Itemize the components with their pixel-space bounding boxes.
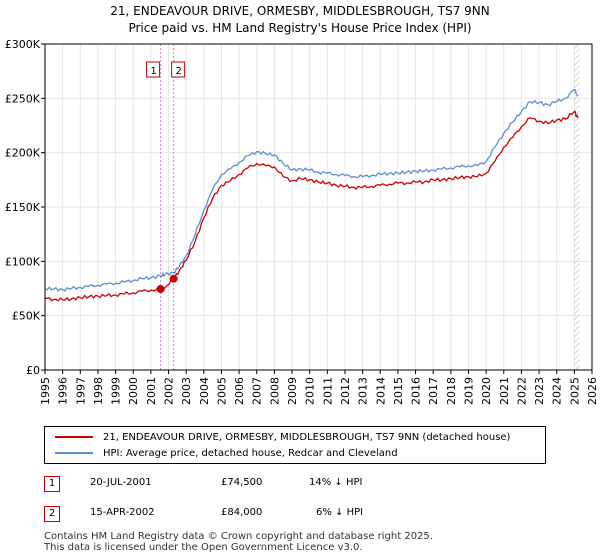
- sale-point: [169, 274, 178, 283]
- x-tick-label: 2025: [568, 377, 581, 405]
- x-tick-label: 1997: [74, 377, 87, 405]
- x-tick-label: 2006: [233, 377, 246, 405]
- x-tick-label: 2000: [127, 377, 140, 405]
- x-tick-label: 2010: [304, 377, 317, 405]
- x-tick-label: 2017: [427, 377, 440, 405]
- footer-line-copyright: Contains HM Land Registry data © Crown c…: [44, 531, 433, 542]
- chart-title-subtitle: Price paid vs. HM Land Registry's House …: [128, 21, 472, 35]
- transaction-hpi-diff: 6% ↓ HPI: [316, 507, 364, 518]
- x-tick-label: 2012: [339, 377, 352, 405]
- legend-swatch-hpi: [55, 452, 93, 454]
- x-tick-label: 2013: [357, 377, 370, 405]
- transaction-row: 1 20-JUL-2001 £74,500 14% ↓ HPI: [44, 476, 544, 494]
- chart-series: [44, 88, 579, 302]
- sale-label: 1: [146, 61, 161, 78]
- x-tick-label: 2019: [462, 377, 475, 405]
- sale-label-box: [171, 61, 186, 78]
- x-tick-label: 2005: [215, 377, 228, 405]
- x-tick-label: 2001: [145, 377, 158, 405]
- transaction-row: 2 15-APR-2002 £84,000 6% ↓ HPI: [44, 506, 544, 524]
- x-tick-label: 2009: [286, 377, 299, 405]
- x-tick-label: 2026: [586, 377, 599, 405]
- x-tick-label: 1995: [39, 377, 52, 405]
- x-tick-label: 2022: [515, 377, 528, 405]
- chart-legend: 21, ENDEAVOUR DRIVE, ORMESBY, MIDDLESBRO…: [44, 426, 546, 464]
- transaction-badge: 1: [44, 476, 60, 492]
- legend-label-property: 21, ENDEAVOUR DRIVE, ORMESBY, MIDDLESBRO…: [103, 431, 511, 443]
- y-tick-label: £300K: [5, 38, 41, 51]
- sale-points: [156, 274, 178, 294]
- transaction-hpi-diff: 14% ↓ HPI: [309, 477, 363, 488]
- sale-label: 2: [171, 61, 186, 78]
- series-line: [44, 88, 579, 292]
- x-tick-label: 2016: [410, 377, 423, 405]
- chart-grid: [44, 43, 593, 371]
- transaction-date: 20-JUL-2001: [90, 477, 152, 488]
- x-tick-label: 1999: [110, 377, 123, 405]
- y-tick-label: £250K: [5, 92, 41, 105]
- x-tick-label: 2008: [268, 377, 281, 405]
- footer-attribution: Contains HM Land Registry data © Crown c…: [44, 531, 433, 553]
- legend-item-property: 21, ENDEAVOUR DRIVE, ORMESBY, MIDDLESBRO…: [55, 429, 510, 445]
- y-tick-label: £150K: [5, 201, 41, 214]
- y-tick-label: £50K: [12, 310, 41, 323]
- sale-label-box: [146, 61, 161, 78]
- x-tick-label: 2003: [180, 377, 193, 405]
- transaction-date: 15-APR-2002: [90, 507, 155, 518]
- x-tick-label: 2018: [445, 377, 458, 405]
- x-tick-label: 2004: [198, 377, 211, 405]
- transaction-price: £84,000: [221, 507, 263, 518]
- x-tick-label: 2015: [392, 377, 405, 405]
- transaction-badge: 2: [44, 506, 60, 522]
- x-tick-label: 2023: [533, 377, 546, 405]
- y-tick-label: £200K: [5, 147, 41, 160]
- y-axis-ticks: £0 £50K £100K £150K £200K £250K £300K: [5, 38, 45, 377]
- price-chart: £0 £50K £100K £150K £200K £250K £300K 1995 1996…: [5, 38, 599, 405]
- footer-line-licence: This data is licensed under the Open Gov…: [44, 542, 363, 553]
- transaction-price: £74,500: [221, 477, 263, 488]
- legend-swatch-property: [55, 436, 93, 438]
- y-tick-label: £100K: [5, 255, 41, 268]
- x-tick-label: 2014: [374, 377, 387, 405]
- sale-label-text: 1: [150, 66, 156, 77]
- legend-label-hpi: HPI: Average price, detached house, Redc…: [103, 447, 398, 459]
- sale-label-text: 2: [175, 66, 181, 77]
- legend-item-hpi: HPI: Average price, detached house, Redc…: [55, 445, 398, 461]
- sale-point: [156, 285, 165, 294]
- series-line: [45, 110, 579, 302]
- x-tick-label: 1996: [57, 377, 70, 405]
- x-tick-label: 2002: [163, 377, 176, 405]
- x-tick-label: 2020: [480, 377, 493, 405]
- x-tick-label: 2021: [498, 377, 511, 405]
- future-hatch-area: [574, 44, 580, 370]
- y-tick-label: £0: [26, 364, 40, 377]
- x-axis-ticks: 1995 1996 1997 1998 1999 2000 2001 2002 2003 2004…: [39, 370, 599, 405]
- x-tick-label: 2011: [321, 377, 334, 405]
- x-tick-label: 2024: [551, 377, 564, 405]
- x-tick-label: 2007: [251, 377, 264, 405]
- x-tick-label: 1998: [92, 377, 105, 405]
- chart-title-address: 21, ENDEAVOUR DRIVE, ORMESBY, MIDDLESBRO…: [110, 4, 490, 18]
